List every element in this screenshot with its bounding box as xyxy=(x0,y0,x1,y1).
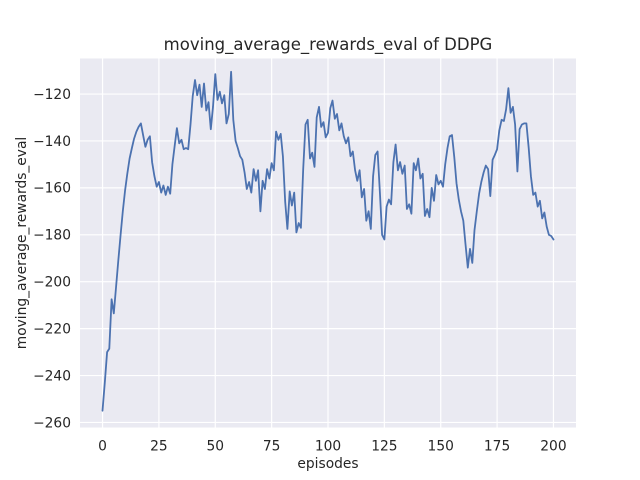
y-tick-label: −260 xyxy=(33,415,71,431)
x-tick-label: 75 xyxy=(263,439,281,455)
y-tick-label: −140 xyxy=(33,134,71,150)
y-tick-label: −120 xyxy=(33,87,71,103)
x-axis-label: episodes xyxy=(297,456,358,472)
y-tick-label: −200 xyxy=(33,275,71,291)
x-tick-label: 25 xyxy=(150,439,168,455)
chart-title: moving_average_rewards_eval of DDPG xyxy=(164,35,493,55)
y-tick-label: −180 xyxy=(33,228,71,244)
x-tick-label: 200 xyxy=(540,439,566,455)
x-tick-label: 50 xyxy=(206,439,224,455)
x-tick-label: 150 xyxy=(428,439,454,455)
x-tick-label: 125 xyxy=(371,439,397,455)
series-line xyxy=(101,70,555,412)
plot-area: 0 25 50 75 100 125 150 175 200 −120 −140 −160 −180 −2… xyxy=(33,58,576,455)
y-tick-label: −160 xyxy=(33,181,71,197)
y-tick-label: −240 xyxy=(33,368,71,384)
x-tick-label: 100 xyxy=(315,439,341,455)
y-axis-label: moving_average_rewards_eval xyxy=(14,137,30,349)
y-tick-label: −220 xyxy=(33,321,71,337)
x-tick-label: 0 xyxy=(98,439,107,455)
x-tick-label: 175 xyxy=(484,439,510,455)
